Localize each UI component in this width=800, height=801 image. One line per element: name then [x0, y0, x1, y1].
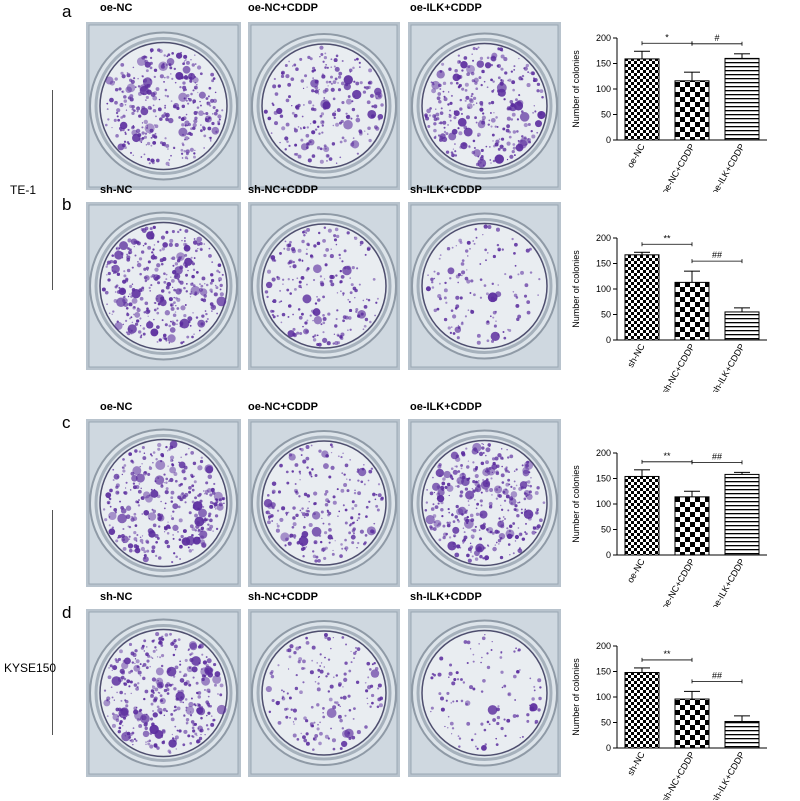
panel-letter-b: b: [62, 195, 72, 214]
bar: [624, 254, 660, 341]
condition-label: sh-NC+CDDP: [248, 184, 318, 196]
condition-label: sh-ILK+CDDP: [410, 184, 482, 196]
condition-label: sh-NC: [100, 591, 133, 603]
y-tick-label: 50: [601, 310, 611, 320]
bar-chart-a: Number of colonies 0 50 100 150 200 oe-NC oe-NC…: [571, 32, 767, 192]
bar: [624, 58, 660, 141]
y-axis-label: Number of colonies: [571, 50, 581, 128]
bar: [674, 698, 710, 749]
colony-plate-image: [86, 202, 241, 370]
x-tick-label: oe-NC: [625, 142, 647, 170]
colony-plate-image: [408, 419, 561, 587]
x-tick-label: sh-ILK+CDDP: [710, 342, 747, 392]
significance-label: *: [665, 32, 669, 42]
x-tick-label: sh-NC: [625, 750, 647, 778]
colony-plate-image: [408, 202, 561, 370]
y-tick-label: 50: [601, 718, 611, 728]
x-tick-label: sh-NC+CDDP: [660, 342, 697, 392]
y-tick-label: 150: [596, 667, 611, 677]
y-tick-label: 100: [596, 499, 611, 509]
bar: [624, 672, 660, 749]
y-tick-label: 150: [596, 474, 611, 484]
x-tick-label: sh-NC: [625, 342, 647, 370]
y-tick-label: 0: [606, 335, 611, 345]
x-tick-label: oe-ILK+CDDP: [709, 557, 746, 607]
y-tick-label: 200: [596, 33, 611, 43]
colony-plate-image: [408, 22, 561, 190]
x-tick-label: sh-NC+CDDP: [660, 750, 697, 800]
significance-label: **: [663, 451, 671, 461]
colony-plate-image: [86, 609, 241, 777]
y-tick-label: 50: [601, 525, 611, 535]
y-tick-label: 200: [596, 641, 611, 651]
x-tick-label: oe-NC+CDDP: [660, 557, 697, 607]
x-tick-label: oe-NC: [625, 557, 647, 585]
y-axis-label: Number of colonies: [571, 658, 581, 736]
bar: [724, 473, 760, 556]
y-tick-label: 100: [596, 84, 611, 94]
bar: [674, 281, 710, 341]
significance-label: ##: [712, 451, 722, 461]
y-tick-label: 0: [606, 550, 611, 560]
cell-line-label-te1: TE-1: [10, 183, 37, 197]
condition-label: oe-NC: [100, 401, 133, 413]
bar: [724, 57, 760, 141]
x-tick-label: oe-NC+CDDP: [660, 142, 697, 192]
condition-label: sh-ILK+CDDP: [410, 591, 482, 603]
condition-label: oe-NC+CDDP: [248, 401, 318, 413]
y-tick-label: 100: [596, 692, 611, 702]
y-axis-label: Number of colonies: [571, 250, 581, 328]
condition-label: oe-ILK+CDDP: [410, 2, 482, 14]
panel-letter-d: d: [62, 603, 72, 622]
condition-label: oe-ILK+CDDP: [410, 401, 482, 413]
condition-label: sh-NC+CDDP: [248, 591, 318, 603]
y-tick-label: 0: [606, 135, 611, 145]
colony-plate-image: [248, 609, 400, 777]
y-tick-label: 50: [601, 110, 611, 120]
condition-label: sh-NC: [100, 184, 133, 196]
y-axis-label: Number of colonies: [571, 465, 581, 543]
y-tick-label: 200: [596, 448, 611, 458]
y-tick-label: 0: [606, 743, 611, 753]
panel-letter-c: c: [62, 413, 71, 432]
significance-label: **: [663, 649, 671, 659]
x-tick-label: sh-ILK+CDDP: [710, 750, 747, 800]
kyse150-bracket-line: [52, 510, 53, 735]
panel-letter-a: a: [62, 2, 72, 21]
significance-label: ##: [712, 250, 722, 260]
bar: [724, 311, 760, 341]
bar: [674, 80, 710, 141]
colony-plate-image: [248, 202, 400, 370]
y-tick-label: 100: [596, 284, 611, 294]
cell-line-label-kyse150: KYSE150: [4, 661, 57, 675]
condition-label: oe-NC: [100, 2, 133, 14]
y-tick-label: 200: [596, 233, 611, 243]
bar-chart-c: Number of colonies 0 50 100 150 200 oe-NC oe-NC…: [571, 448, 767, 607]
te1-bracket-line: [52, 90, 53, 290]
condition-label: oe-NC+CDDP: [248, 2, 318, 14]
bar: [724, 720, 760, 749]
colony-plate-image: [248, 419, 400, 587]
x-tick-label: oe-ILK+CDDP: [709, 142, 746, 192]
y-tick-label: 150: [596, 259, 611, 269]
significance-label: **: [663, 233, 671, 243]
bar-chart-b: Number of colonies 0 50 100 150 200 sh-NC sh-NC…: [571, 233, 767, 392]
significance-label: ##: [712, 670, 722, 680]
colony-plate-image: [86, 419, 241, 587]
bar: [624, 475, 660, 556]
y-tick-label: 150: [596, 59, 611, 69]
bar: [674, 496, 710, 556]
significance-label: #: [714, 33, 719, 43]
bar-chart-d: Number of colonies 0 50 100 150 200 sh-NC sh-NC…: [571, 641, 767, 800]
colony-plate-image: [248, 22, 400, 190]
colony-plate-image: [408, 609, 561, 777]
colony-plate-image: [86, 22, 241, 190]
